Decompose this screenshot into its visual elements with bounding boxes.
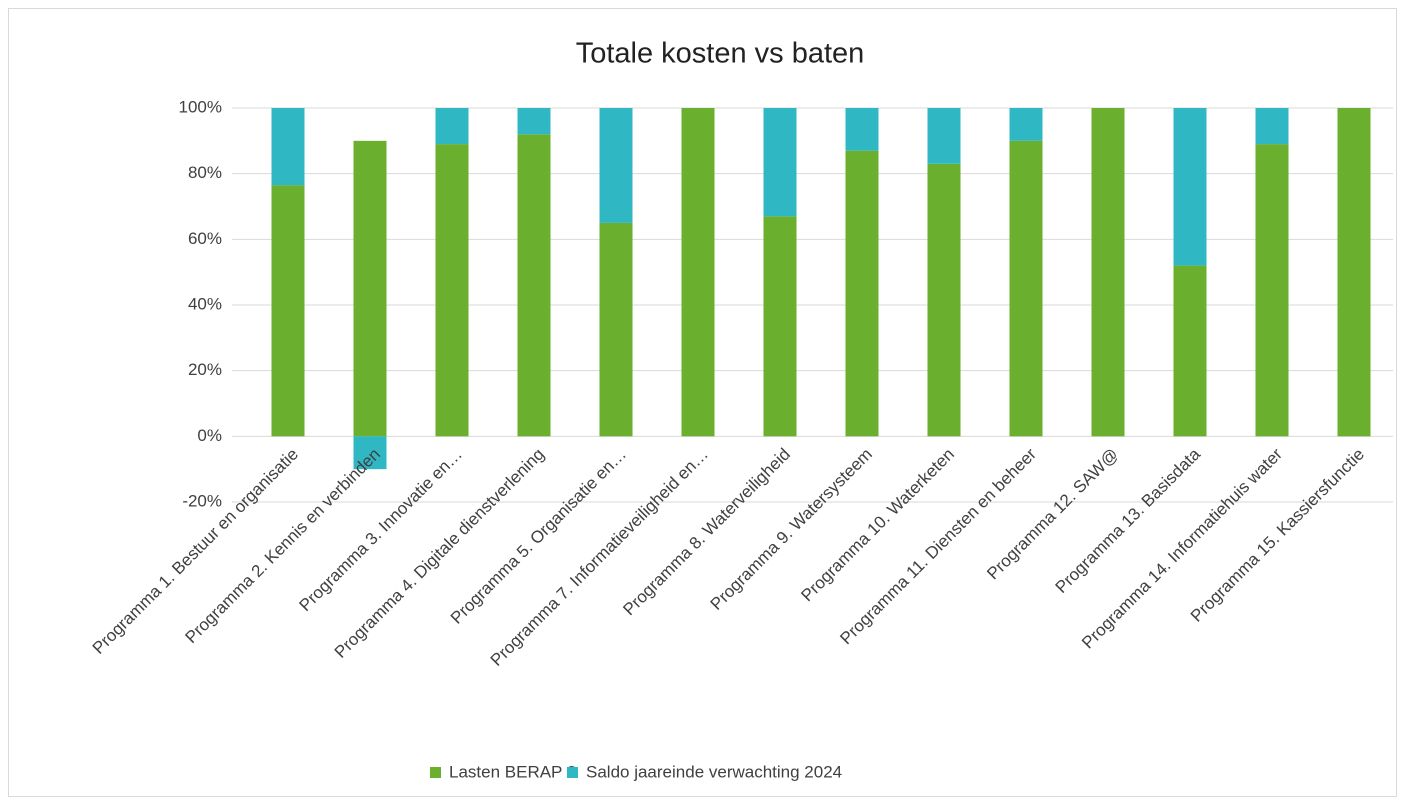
- bar: [763, 216, 797, 437]
- bar: [353, 436, 387, 470]
- bar: [763, 108, 797, 217]
- chart-title: Totale kosten vs baten: [576, 38, 865, 70]
- y-tick-label: -20%: [182, 491, 222, 510]
- bar: [435, 144, 469, 437]
- bar: [927, 108, 961, 164]
- bar: [271, 185, 305, 437]
- bar: [681, 108, 715, 437]
- bar: [927, 163, 961, 437]
- bar: [845, 150, 879, 437]
- bar: [1009, 140, 1043, 437]
- bar: [599, 108, 633, 223]
- legend-swatch: [430, 767, 441, 778]
- bar: [353, 140, 387, 437]
- bar: [1009, 108, 1043, 141]
- y-tick-label: 20%: [188, 360, 222, 379]
- legend-label: Saldo jaareinde verwachting 2024: [586, 762, 842, 781]
- bar: [517, 134, 551, 437]
- bar: [1255, 108, 1289, 145]
- bar: [435, 108, 469, 145]
- bar: [845, 108, 879, 151]
- y-tick-label: 60%: [188, 229, 222, 248]
- bar: [1091, 108, 1125, 437]
- bar: [1173, 265, 1207, 437]
- bar: [1173, 108, 1207, 266]
- legend-swatch: [567, 767, 578, 778]
- bar: [271, 108, 305, 186]
- y-tick-label: 100%: [179, 97, 222, 116]
- y-tick-label: 80%: [188, 163, 222, 182]
- bar: [1337, 108, 1371, 437]
- bar: [1255, 144, 1289, 437]
- bar: [599, 222, 633, 437]
- bar: [517, 108, 551, 135]
- y-tick-label: 40%: [188, 294, 222, 313]
- y-tick-label: 0%: [197, 426, 222, 445]
- legend-label: Lasten BERAP 2: [449, 762, 576, 781]
